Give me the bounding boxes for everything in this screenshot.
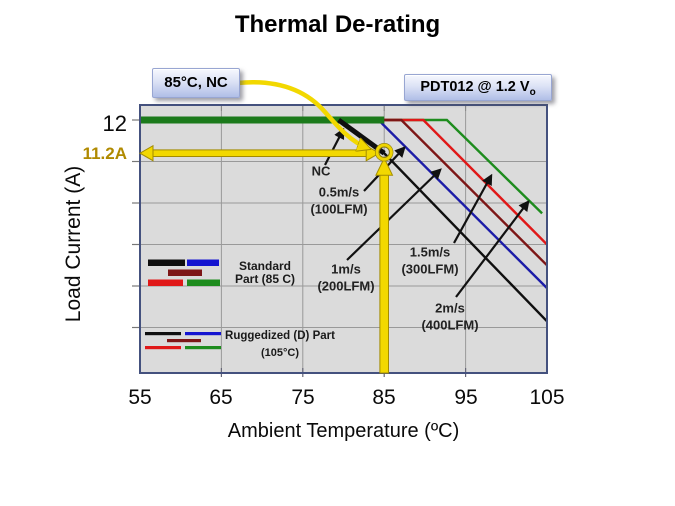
pointer-arrow <box>346 168 442 261</box>
operating-point-callout: 85°C, NC <box>152 68 240 98</box>
legend-swatch-ruggedized <box>145 346 181 350</box>
current-annotation-label: 11.2A <box>82 144 127 163</box>
legend-ruggedized-line1: Ruggedized (D) Part <box>225 330 335 342</box>
legend-swatch-ruggedized <box>145 332 181 336</box>
legend-ruggedized-line2: (105°C) <box>260 347 300 359</box>
plot-border <box>139 104 548 374</box>
legend-swatch-ruggedized <box>167 339 201 343</box>
y-axis-title: Load Current (A) <box>62 165 85 323</box>
curve-label: 0.5m/s <box>319 184 359 199</box>
pointer-arrow <box>453 173 493 244</box>
current-arrow-shaft <box>151 149 368 157</box>
legend-swatch-standard <box>168 269 202 276</box>
legend-swatch-standard <box>148 279 183 286</box>
curve-label: 1.5m/s <box>410 244 450 259</box>
curve-label: (200LFM) <box>317 278 374 293</box>
curve-label: 2m/s <box>435 300 465 315</box>
page-title: Thermal De-rating <box>234 11 441 38</box>
legend-swatch-ruggedized <box>185 346 221 350</box>
y-axis-max-tick: 12 <box>102 111 127 136</box>
product-callout-subscript: o <box>529 86 536 98</box>
operating-point-marker <box>375 143 393 161</box>
x-tick-65: 65 <box>209 386 233 409</box>
product-callout-text: PDT012 @ 1.2 V <box>420 79 530 95</box>
current-arrow-head-left <box>138 144 154 162</box>
callout-connector <box>236 80 368 148</box>
x-tick-55: 55 <box>128 386 152 409</box>
legend-swatch-ruggedized <box>185 332 221 336</box>
legend-swatch-standard <box>148 259 185 266</box>
curve-label: 1m/s <box>331 261 361 276</box>
curve-label: (100LFM) <box>310 201 367 216</box>
x-tick-85: 85 <box>372 386 396 409</box>
product-callout: PDT012 @ 1.2 Vo <box>404 74 552 101</box>
curve-label: NC <box>312 163 331 178</box>
legend-ruggedized-label: Ruggedized (D) Part (105°C) <box>218 330 342 360</box>
x-tick-75: 75 <box>291 386 315 409</box>
legend-swatch-standard <box>187 279 220 286</box>
x-tick-95: 95 <box>454 386 478 409</box>
legend-standard-label: Standard Part (85 C) <box>225 260 305 286</box>
temperature-arrow-shaft <box>379 173 389 374</box>
legend-standard-line1: Standard <box>238 259 291 273</box>
pointer-arrow <box>455 199 530 298</box>
pointer-arrow <box>324 127 345 166</box>
x-axis-title: Ambient Temperature (ºC) <box>227 420 460 442</box>
x-tick-105: 105 <box>529 386 565 409</box>
curve-label: (400LFM) <box>421 317 478 332</box>
legend-standard-line2: Part (85 C) <box>234 272 296 286</box>
temperature-arrow-head <box>375 157 394 176</box>
operating-point-marker-inner <box>378 146 390 158</box>
curve-label: (300LFM) <box>401 261 458 276</box>
legend-swatch-standard <box>187 259 219 266</box>
